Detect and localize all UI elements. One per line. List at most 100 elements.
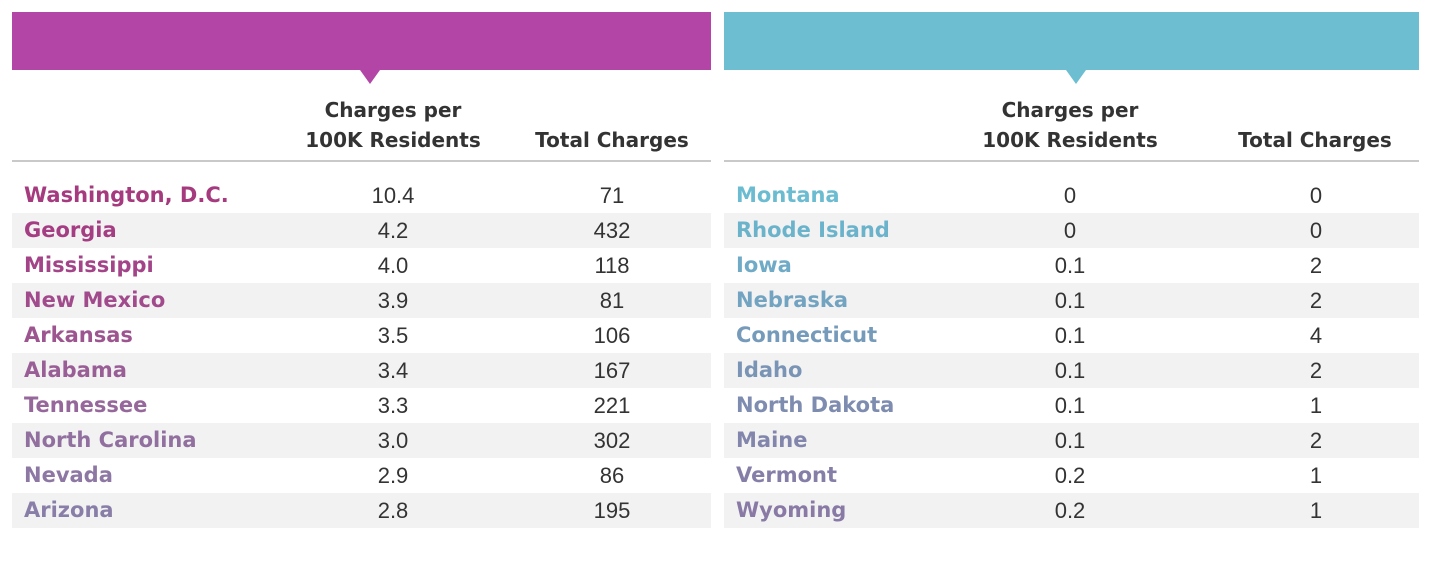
table-row: Montana 0 0 — [724, 178, 1419, 213]
charges-per-100k-value: 3.5 — [377, 323, 409, 348]
state-name: New Mexico — [24, 288, 166, 312]
state-name: Connecticut — [736, 323, 878, 347]
charges-per-100k-value: 10.4 — [371, 183, 415, 208]
state-name: Rhode Island — [736, 218, 890, 242]
total-charges-value: 1 — [1309, 498, 1323, 523]
table-row: Alabama 3.4 167 — [12, 353, 711, 388]
state-name: Arkansas — [24, 323, 133, 347]
bottom-10-banner: BOTTOM 10 — [724, 12, 1419, 118]
total-charges-value: 2 — [1309, 288, 1323, 313]
state-name: Vermont — [736, 463, 838, 487]
state-name: Nebraska — [736, 288, 849, 312]
total-charges-value: 86 — [599, 463, 625, 488]
total-charges-value: 2 — [1309, 358, 1323, 383]
top-10-banner: TOP 10 — [12, 12, 711, 118]
state-name: Iowa — [736, 253, 792, 277]
total-charges-value: 106 — [593, 323, 631, 348]
total-charges-value: 1 — [1309, 463, 1323, 488]
charges-per-100k-value: 0 — [1063, 183, 1077, 208]
bottom-10-banner-pointer — [1066, 70, 1086, 84]
state-name: Arizona — [24, 498, 114, 522]
table-row: Arizona 2.8 195 — [12, 493, 711, 528]
table-row: North Carolina 3.0 302 — [12, 423, 711, 458]
total-charges-value: 4 — [1309, 323, 1323, 348]
table-row: Tennessee 3.3 221 — [12, 388, 711, 423]
state-name: North Dakota — [736, 393, 895, 417]
charges-per-100k-value: 0.1 — [1054, 393, 1086, 418]
table-row: North Dakota 0.1 1 — [724, 388, 1419, 423]
top-10-banner-pointer — [360, 70, 380, 84]
total-charges-value: 118 — [594, 253, 630, 278]
total-charges-value: 2 — [1309, 253, 1323, 278]
total-charges-value: 221 — [593, 393, 631, 418]
table-row: Rhode Island 0 0 — [724, 213, 1419, 248]
state-name: Alabama — [24, 358, 127, 382]
state-name: Wyoming — [736, 498, 847, 522]
charges-per-100k-value: 2.8 — [377, 498, 409, 523]
total-charges-value: 71 — [599, 183, 625, 208]
per-100k-header-line2: 100K Residents — [982, 128, 1158, 152]
table-row: Wyoming 0.2 1 — [724, 493, 1419, 528]
table-row: Mississippi 4.0 118 — [12, 248, 711, 283]
charges-per-100k-value: 4.0 — [377, 253, 409, 278]
charges-per-100k-value: 3.9 — [377, 288, 409, 313]
state-name: Nevada — [24, 463, 113, 487]
total-charges-value: 0 — [1309, 218, 1323, 243]
state-name: Mississippi — [24, 253, 154, 277]
charges-per-100k-value: 0.2 — [1054, 498, 1086, 523]
total-charges-header: Total Charges — [535, 128, 689, 152]
charges-per-100k-value: 0.1 — [1054, 323, 1086, 348]
state-name: North Carolina — [24, 428, 197, 452]
per-100k-header-line1: Charges per — [324, 98, 462, 122]
total-charges-header: Total Charges — [1238, 128, 1392, 152]
charges-per-100k-value: 0.1 — [1054, 253, 1086, 278]
charges-per-100k-value: 2.9 — [377, 463, 409, 488]
charges-per-100k-value: 0.1 — [1054, 428, 1086, 453]
per-100k-header-line2: 100K Residents — [305, 128, 481, 152]
total-charges-value: 81 — [599, 288, 625, 313]
table-row: Maine 0.1 2 — [724, 423, 1419, 458]
top-10-title: TOP 10 — [312, 80, 459, 118]
per-100k-header: Charges per 100K Residents — [293, 95, 493, 155]
total-charges-value: 195 — [593, 498, 631, 523]
total-charges-value: 167 — [593, 358, 631, 383]
total-charges-value: 2 — [1309, 428, 1323, 453]
charges-per-100k-value: 3.4 — [377, 358, 409, 383]
bottom-10-rows: Montana 0 0 Rhode Island 0 0 Iowa 0.1 2 Nebraska 0… — [724, 178, 1419, 528]
state-name: Montana — [736, 183, 840, 207]
top-10-column-header: Charges per 100K Residents Total Charges — [12, 70, 711, 162]
table-row: New Mexico 3.9 81 — [12, 283, 711, 318]
total-charges-value: 0 — [1309, 183, 1323, 208]
bottom-10-column-header: Charges per 100K Residents Total Charges — [724, 70, 1419, 162]
top-10-rows: Washington, D.C. 10.4 71 Georgia 4.2 432 Missi… — [12, 178, 711, 528]
state-name: Georgia — [24, 218, 117, 242]
charges-per-100k-value: 0.2 — [1054, 463, 1086, 488]
table-row: Washington, D.C. 10.4 71 — [12, 178, 711, 213]
table-row: Georgia 4.2 432 — [12, 213, 711, 248]
per-100k-header-line1: Charges per — [1001, 98, 1139, 122]
state-name: Washington, D.C. — [24, 183, 229, 207]
charges-per-100k-value: 0.1 — [1054, 358, 1086, 383]
charges-per-100k-value: 3.0 — [377, 428, 409, 453]
table-row: Nebraska 0.1 2 — [724, 283, 1419, 318]
table-row: Nevada 2.9 86 — [12, 458, 711, 493]
table-row: Iowa 0.1 2 — [724, 248, 1419, 283]
per-100k-header: Charges per 100K Residents — [970, 95, 1170, 155]
top-10-panel: TOP 10 Charges per 100K Residents Total … — [12, 12, 711, 528]
bottom-10-panel: BOTTOM 10 Charges per 100K Residents Tot… — [724, 12, 1419, 528]
total-charges-value: 302 — [593, 428, 631, 453]
table-row: Connecticut 0.1 4 — [724, 318, 1419, 353]
table-row: Idaho 0.1 2 — [724, 353, 1419, 388]
charges-per-100k-value: 0 — [1063, 218, 1077, 243]
table-row: Vermont 0.2 1 — [724, 458, 1419, 493]
total-charges-value: 1 — [1309, 393, 1323, 418]
charges-per-100k-value: 0.1 — [1054, 288, 1086, 313]
state-name: Idaho — [736, 358, 803, 382]
table-row: Arkansas 3.5 106 — [12, 318, 711, 353]
total-charges-value: 432 — [593, 218, 631, 243]
charges-per-100k-value: 4.2 — [377, 218, 409, 243]
charges-per-100k-value: 3.3 — [377, 393, 409, 418]
bottom-10-title: BOTTOM 10 — [979, 80, 1212, 118]
state-name: Tennessee — [24, 393, 148, 417]
state-name: Maine — [736, 428, 808, 452]
